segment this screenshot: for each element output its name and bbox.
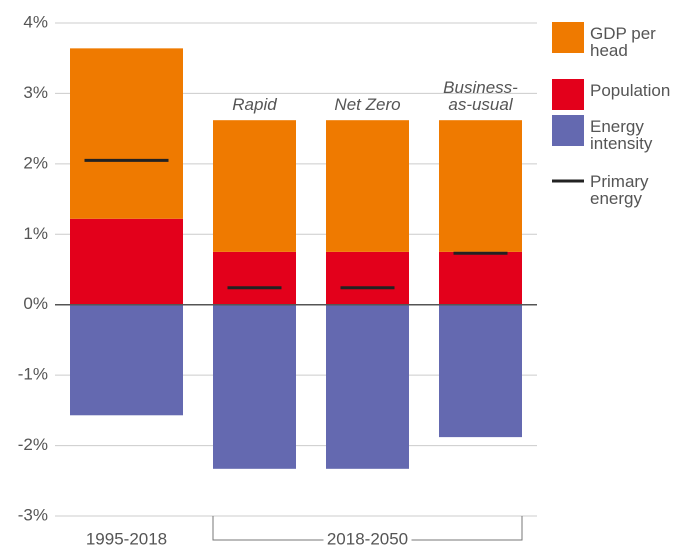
bar-segment xyxy=(213,251,296,305)
legend-label: Population xyxy=(590,81,671,100)
bar-segment xyxy=(326,251,409,305)
bar-segment xyxy=(439,304,522,438)
scenario-label: Net Zero xyxy=(334,95,401,114)
legend-swatch xyxy=(552,22,584,53)
bar-segment xyxy=(213,304,296,469)
y-tick-label: 3% xyxy=(23,83,48,102)
bar-segment xyxy=(70,218,183,305)
y-tick-label: -2% xyxy=(18,435,48,454)
y-tick-label: -1% xyxy=(18,365,48,384)
y-tick-label: 0% xyxy=(23,294,48,313)
group-label-bg xyxy=(323,530,412,550)
bar-segment xyxy=(326,120,409,252)
scenario-label: Rapid xyxy=(232,95,277,114)
bar-segment xyxy=(439,120,522,252)
group-label: 2018-2050 xyxy=(327,529,408,548)
legend-label: GDP per head xyxy=(590,24,656,60)
bar-segment xyxy=(439,251,522,305)
legend-label: Primary energy xyxy=(590,172,649,208)
scenario-label: Business-as-usual xyxy=(443,78,518,114)
y-tick-label: 4% xyxy=(23,12,48,31)
bar-segment xyxy=(70,48,183,219)
y-tick-label: 2% xyxy=(23,153,48,172)
bar-segment xyxy=(326,304,409,469)
x-tick-label: 1995-2018 xyxy=(86,529,167,548)
legend-label: Energy intensity xyxy=(590,117,653,153)
bar-segment xyxy=(213,120,296,252)
bar-segment xyxy=(70,304,183,416)
legend-swatch xyxy=(552,115,584,146)
legend-swatch xyxy=(552,79,584,110)
y-tick-label: -3% xyxy=(18,505,48,524)
y-tick-label: 1% xyxy=(23,224,48,243)
